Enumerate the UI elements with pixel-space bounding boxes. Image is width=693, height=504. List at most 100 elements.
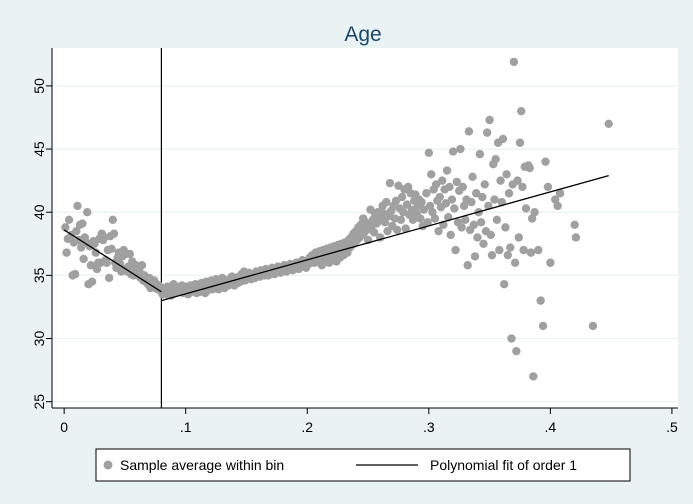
scatter-point bbox=[475, 149, 485, 159]
scatter-point bbox=[512, 346, 521, 356]
scatter-point bbox=[487, 250, 497, 260]
scatter-point bbox=[517, 106, 526, 116]
scatter-point bbox=[492, 215, 502, 224]
scatter-point bbox=[506, 243, 515, 252]
scatter-point bbox=[437, 176, 447, 185]
scatter-point bbox=[479, 239, 488, 248]
scatter-point bbox=[417, 197, 426, 207]
scatter-point bbox=[468, 172, 477, 182]
scatter-point bbox=[538, 321, 548, 331]
scatter-point bbox=[91, 248, 100, 257]
scatter-point bbox=[515, 138, 525, 147]
scatter-point bbox=[514, 233, 523, 242]
scatter-point bbox=[72, 226, 81, 236]
scatter-point bbox=[396, 215, 406, 224]
scatter-point bbox=[501, 223, 510, 232]
scatter-point bbox=[472, 189, 481, 198]
scatter-point bbox=[543, 182, 553, 192]
scatter-point bbox=[571, 233, 581, 242]
scatter-point bbox=[478, 192, 487, 202]
scatter-point bbox=[458, 182, 468, 192]
scatter-point bbox=[401, 224, 410, 233]
scatter-point bbox=[490, 195, 499, 204]
scatter-point bbox=[536, 296, 545, 305]
x-tick-label: .2 bbox=[301, 419, 313, 435]
scatter-point bbox=[78, 219, 87, 228]
scatter-point bbox=[431, 180, 441, 189]
scatter-point bbox=[498, 134, 508, 144]
scatter-point bbox=[518, 182, 527, 192]
scatter-point bbox=[555, 189, 565, 198]
scatter-point bbox=[553, 201, 562, 211]
scatter-point bbox=[441, 199, 451, 208]
scatter-point bbox=[534, 245, 543, 255]
legend-label-points: Sample average within bin bbox=[120, 457, 284, 473]
scatter-point bbox=[530, 208, 539, 217]
scatter-point bbox=[79, 254, 88, 264]
x-tick-label: .4 bbox=[545, 419, 557, 435]
axes: 0 .1 .2 .3 .4 .5 25 30 35 40 45 50 bbox=[31, 48, 678, 435]
scatter-point bbox=[427, 170, 436, 179]
scatter-point bbox=[496, 176, 505, 185]
y-tick-label: 35 bbox=[31, 267, 47, 283]
scatter-point bbox=[434, 226, 443, 236]
scatter-point bbox=[408, 215, 418, 224]
scatter-point bbox=[541, 157, 550, 166]
scatter-point bbox=[104, 273, 114, 283]
scatter-point bbox=[70, 269, 80, 279]
scatter-point bbox=[448, 147, 458, 156]
scatter-point bbox=[604, 119, 613, 128]
scatter-point bbox=[445, 182, 454, 192]
scatter-point bbox=[125, 249, 134, 259]
x-tick-label: .5 bbox=[666, 419, 678, 435]
scatter-point bbox=[442, 166, 452, 175]
scatter-point bbox=[467, 197, 476, 207]
scatter-point bbox=[526, 248, 536, 257]
scatter-point bbox=[86, 261, 96, 270]
scatter-point bbox=[403, 182, 413, 192]
fit-line-segment bbox=[161, 174, 609, 302]
scatter-point bbox=[109, 229, 119, 238]
scatter-point bbox=[529, 372, 538, 381]
scatter-point bbox=[519, 245, 528, 255]
scatter-point bbox=[87, 277, 97, 286]
legend-marker-points bbox=[103, 460, 113, 470]
scatter-point bbox=[62, 248, 71, 257]
scatter-point bbox=[424, 148, 434, 158]
scatter-point bbox=[452, 177, 461, 187]
scatter-point bbox=[480, 180, 489, 189]
scatter-point bbox=[380, 218, 390, 227]
scatter-point bbox=[513, 176, 522, 185]
y-tick-label: 30 bbox=[31, 331, 47, 347]
scatter-point bbox=[391, 196, 401, 206]
scatter-point bbox=[510, 258, 520, 267]
scatter-point bbox=[499, 280, 509, 289]
x-tick-label: .1 bbox=[180, 419, 192, 435]
scatter-point bbox=[393, 225, 402, 235]
scatter-point bbox=[385, 178, 395, 188]
fit-line-segment bbox=[63, 229, 162, 293]
y-tick-label: 25 bbox=[31, 394, 47, 410]
scatter-point bbox=[425, 201, 435, 211]
fit-lines bbox=[63, 174, 609, 302]
scatter-point bbox=[502, 170, 511, 179]
scatter-point bbox=[491, 154, 500, 164]
scatter-point bbox=[503, 250, 513, 260]
chart-title: Age bbox=[344, 23, 381, 46]
scatter-point bbox=[476, 218, 486, 227]
scatter-point bbox=[469, 220, 478, 230]
scatter-point bbox=[459, 201, 469, 211]
x-tick-label: .3 bbox=[423, 419, 435, 435]
scatter-point bbox=[107, 244, 116, 254]
scatter-point bbox=[485, 115, 494, 125]
scatter-point bbox=[108, 215, 117, 224]
scatter-point bbox=[521, 204, 531, 213]
scatter-point bbox=[447, 195, 457, 204]
y-tick-label: 45 bbox=[31, 141, 47, 157]
scatter-point bbox=[450, 204, 459, 213]
scatter-point bbox=[461, 215, 470, 224]
scatter-point bbox=[570, 220, 579, 230]
scatter-point bbox=[456, 144, 465, 154]
scatter-point bbox=[430, 214, 440, 223]
scatter-point bbox=[73, 201, 82, 211]
